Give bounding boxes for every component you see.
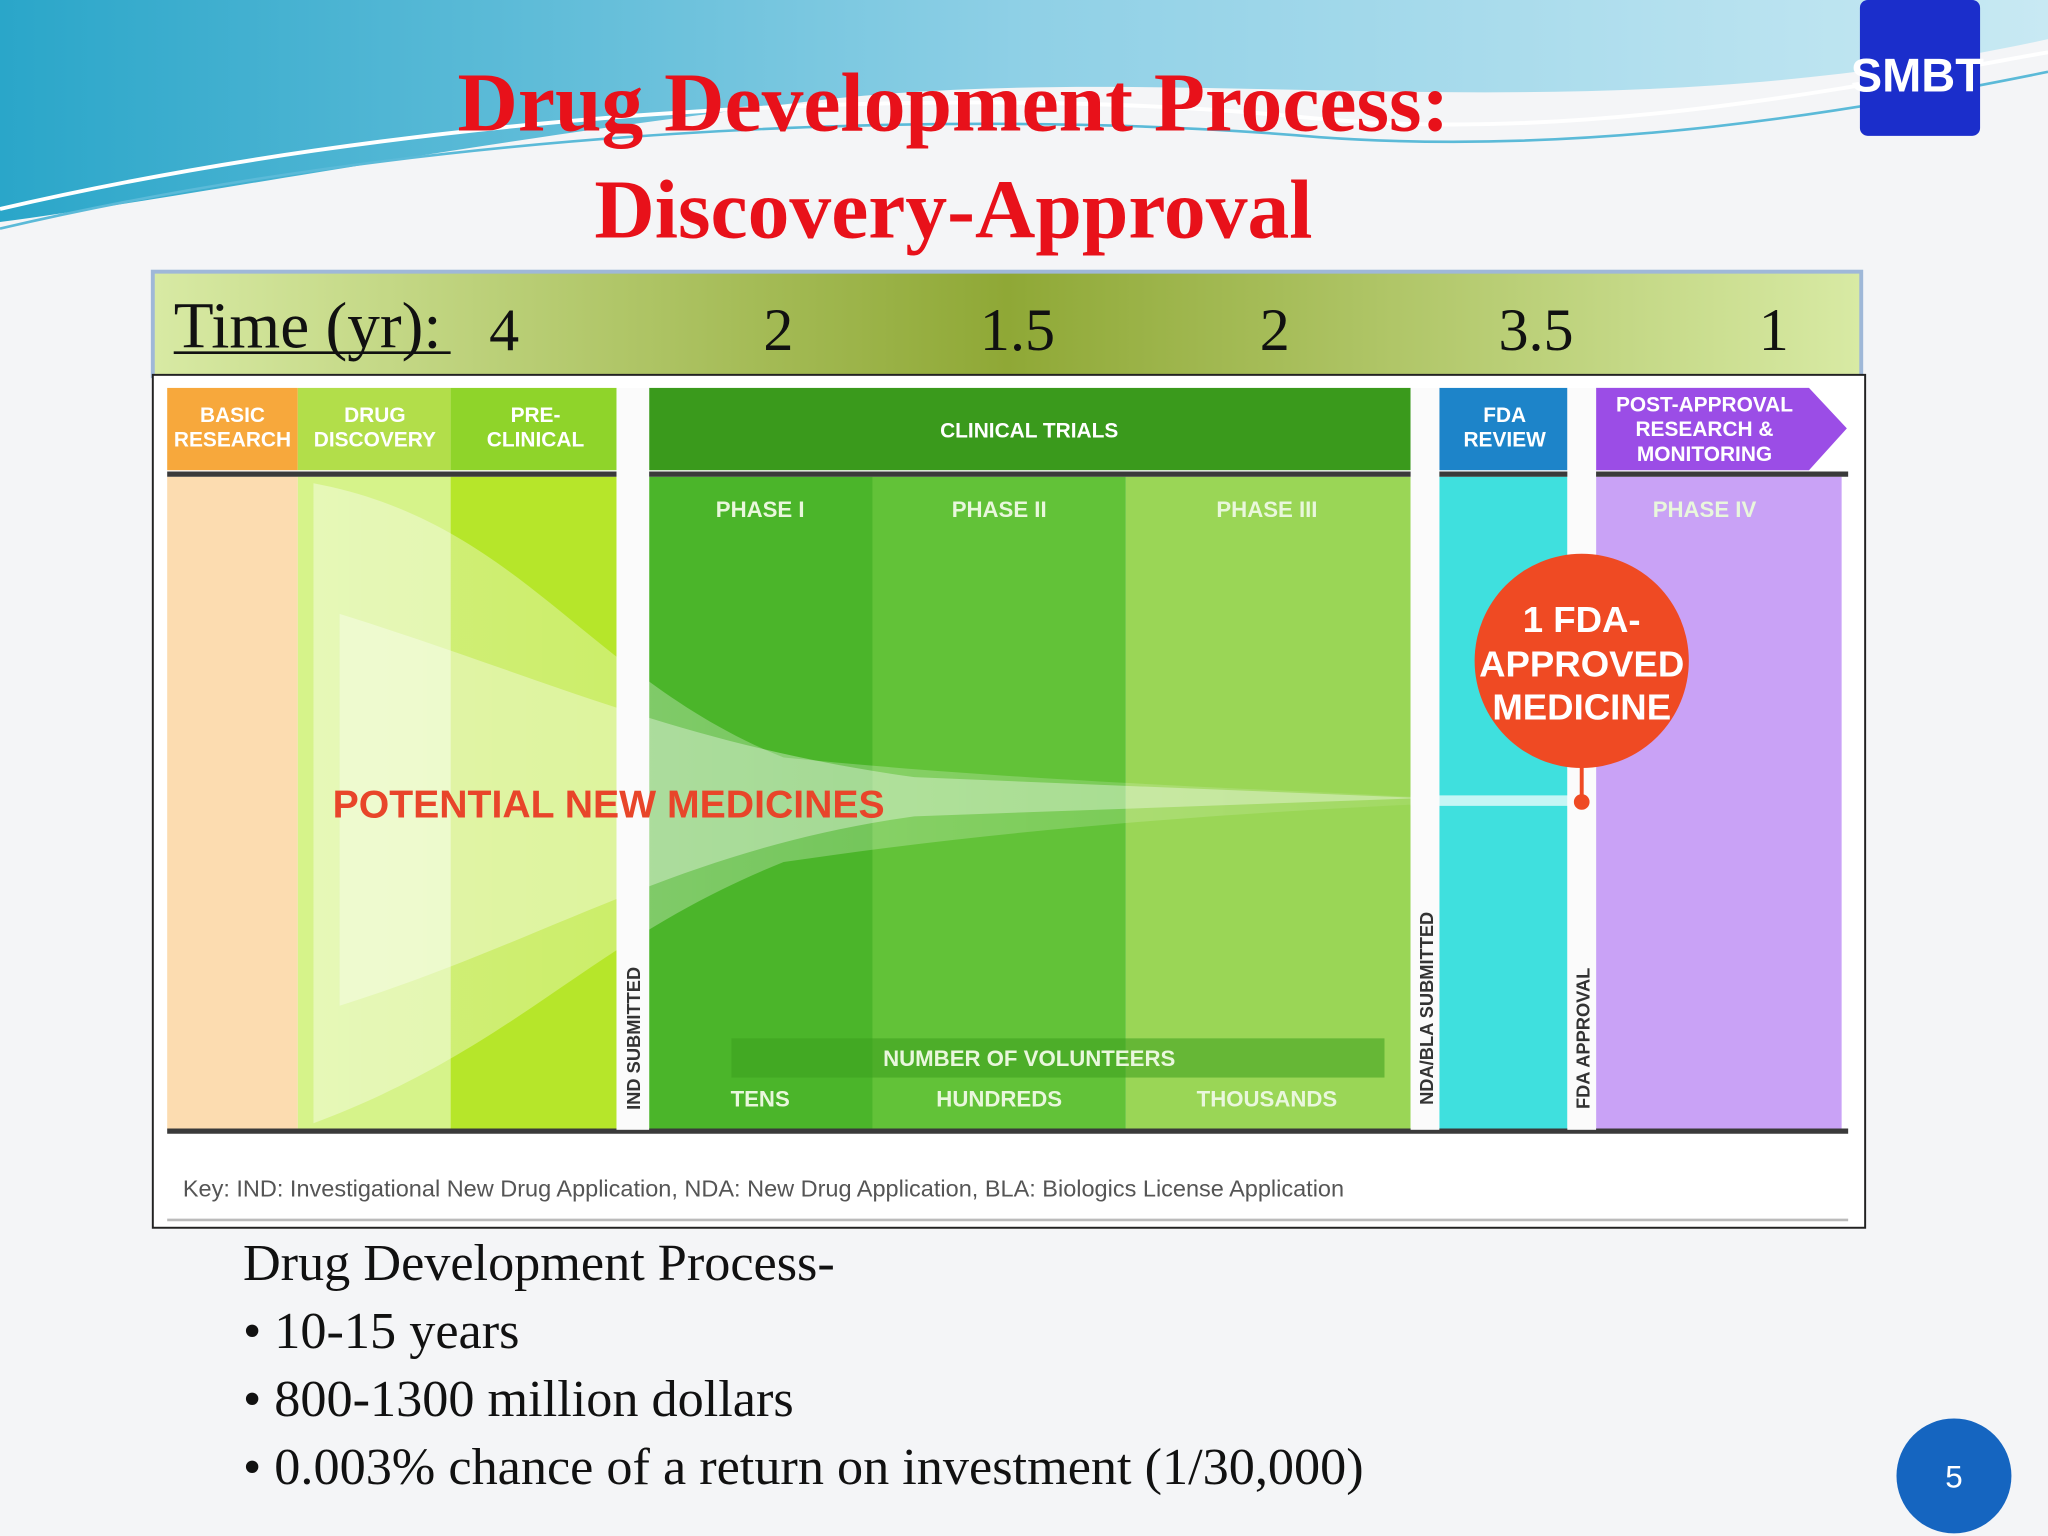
duration: 1 bbox=[1759, 296, 1789, 363]
funnel bbox=[339, 613, 1424, 1006]
volunteer-levels: TENS HUNDREDS THOUSANDS bbox=[731, 1086, 1338, 1111]
approved-badge bbox=[1474, 553, 1689, 768]
stage-label: CLINICAL TRIALS bbox=[940, 420, 1118, 443]
phase-label: PHASE I bbox=[716, 497, 805, 522]
time-label: Time (yr): bbox=[174, 290, 442, 362]
diagram: BASIC RESEARCH DRUG DISCOVERY PRE-CLINICAL… bbox=[151, 373, 1867, 1229]
durations: 4 2 1.5 2 3.5 1 bbox=[489, 296, 1789, 363]
stage-header bbox=[167, 387, 298, 471]
stage-header bbox=[450, 387, 617, 471]
line: DISCOVERY bbox=[314, 429, 436, 452]
page-badge bbox=[1896, 1418, 2012, 1534]
funnel bbox=[313, 483, 1411, 1124]
stage-label: BASIC RESEARCH bbox=[174, 404, 291, 452]
funnel bbox=[1410, 795, 1581, 806]
approved-label: 1 FDA-APPROVED MEDICINE bbox=[1479, 599, 1684, 728]
line: POST-APPROVAL bbox=[1616, 393, 1793, 416]
pin-dot bbox=[1573, 794, 1590, 810]
duration: 1.5 bbox=[980, 296, 1055, 363]
separator bbox=[616, 387, 650, 1130]
page-number: 5 bbox=[1945, 1460, 1962, 1495]
stage-header bbox=[649, 387, 1411, 471]
phase-label: PHASE IV bbox=[1653, 497, 1757, 522]
volunteer-level: TENS bbox=[731, 1086, 790, 1111]
wave-line bbox=[0, 70, 2048, 230]
stage-header bbox=[1439, 387, 1568, 471]
wave-line bbox=[0, 50, 2048, 211]
header-wave bbox=[0, 0, 2048, 223]
separator bbox=[1410, 387, 1440, 1130]
phase-label: PHASE III bbox=[1216, 497, 1317, 522]
bullet: • 0.003% chance of a return on investmen… bbox=[243, 1438, 1364, 1496]
volunteer-level: THOUSANDS bbox=[1197, 1086, 1338, 1111]
bullet: • 10-15 years bbox=[243, 1302, 519, 1360]
stage-header bbox=[297, 387, 451, 471]
duration: 4 bbox=[489, 296, 519, 363]
line: CLINICAL bbox=[487, 429, 585, 452]
line: BASIC bbox=[200, 404, 265, 427]
line: FDA bbox=[1483, 404, 1526, 427]
phase-label: PHASE II bbox=[952, 497, 1047, 522]
milestone: NDA/BLA SUBMITTED bbox=[1416, 912, 1437, 1105]
volunteers-label: NUMBER OF VOLUNTEERS bbox=[883, 1046, 1175, 1071]
line: APPROVED bbox=[1479, 644, 1684, 685]
title-line: Discovery-Approval bbox=[594, 165, 1312, 257]
duration: 2 bbox=[763, 296, 793, 363]
line: CLINICAL TRIALS bbox=[940, 420, 1118, 443]
stage-label: POST-APPROVAL RESEARCH & MONITORING bbox=[1616, 393, 1793, 466]
summary-heading: Drug Development Process- bbox=[243, 1234, 835, 1292]
bullet: • 800-1300 million dollars bbox=[243, 1370, 794, 1428]
duration: 3.5 bbox=[1498, 296, 1573, 363]
line: MONITORING bbox=[1637, 443, 1772, 466]
logo-box bbox=[1859, 0, 1981, 136]
line: 1 FDA- bbox=[1523, 599, 1641, 640]
line: DRUG bbox=[344, 404, 405, 427]
stage-label: DRUG DISCOVERY bbox=[314, 404, 436, 452]
line: RESEARCH bbox=[174, 429, 291, 452]
duration: 2 bbox=[1260, 296, 1290, 363]
volunteers-band bbox=[731, 1038, 1385, 1078]
phase-labels: PHASE I PHASE II PHASE III PHASE IV bbox=[716, 497, 1757, 522]
line: MEDICINE bbox=[1492, 687, 1671, 728]
milestone: IND SUBMITTED bbox=[623, 967, 644, 1110]
milestones: IND SUBMITTED NDA/BLA SUBMITTED FDA APPR… bbox=[623, 912, 1594, 1110]
stage-labels: BASIC RESEARCH DRUG DISCOVERY PRE-CLINICAL… bbox=[174, 393, 1793, 466]
summary: Drug Development Process- • 10-15 years … bbox=[243, 1234, 1364, 1496]
volunteer-level: HUNDREDS bbox=[936, 1086, 1062, 1111]
line: REVIEW bbox=[1463, 429, 1546, 452]
stage-label: FDA REVIEW bbox=[1463, 404, 1546, 452]
milestone: FDA APPROVAL bbox=[1573, 968, 1594, 1109]
time-bar bbox=[150, 269, 1864, 379]
key: Key: IND: Investigational New Drug Appli… bbox=[183, 1175, 1344, 1201]
title-line: Drug Development Process: bbox=[458, 58, 1450, 150]
logo: SMBT bbox=[1851, 48, 1984, 101]
line: RESEARCH & bbox=[1635, 418, 1773, 441]
stage-label: PRE-CLINICAL bbox=[487, 404, 585, 452]
stage-header bbox=[1596, 387, 1847, 471]
funnel-label: POTENTIAL NEW MEDICINES bbox=[333, 784, 885, 827]
column bbox=[167, 476, 298, 1130]
line: PRE- bbox=[511, 404, 561, 427]
